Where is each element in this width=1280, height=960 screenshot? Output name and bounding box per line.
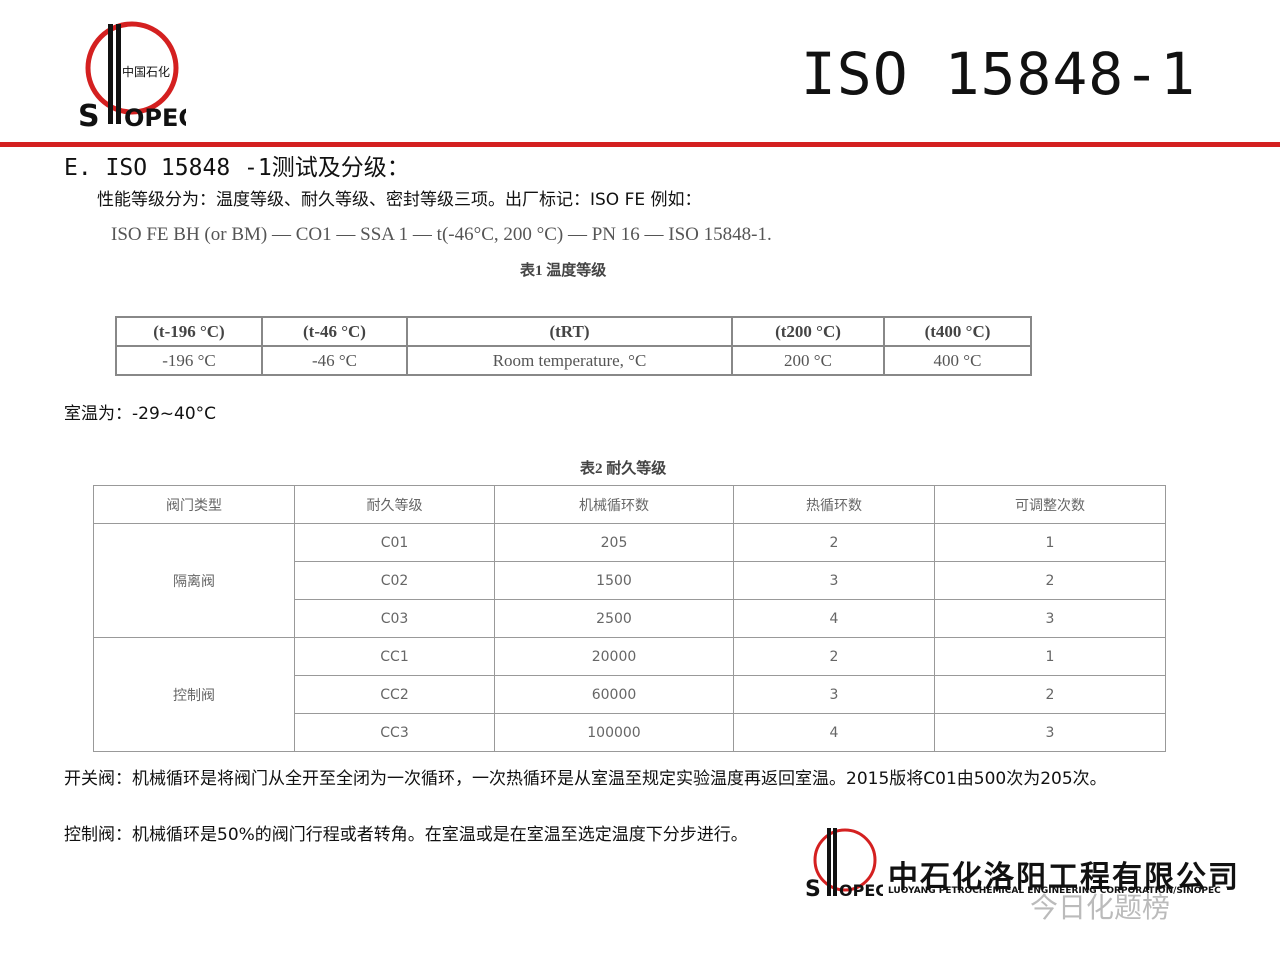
table-cell: CC3 [294,713,495,752]
table-row: 控制阀 CC1 20000 2 1 [93,637,1166,752]
table-cell: 1500 [494,561,734,600]
table-cell: 400 °C [883,345,1032,376]
table-cell: 1 [934,637,1166,676]
company-name-english: LUOYANG PETROCHEMICAL ENGINEERING CORPOR… [888,886,1221,896]
sinopec-logo: 中国石化 S OPEC [78,21,186,132]
table-cell: 200 °C [731,345,885,376]
table-cell: C03 [294,599,495,638]
table-row: C03 2500 4 3 [94,599,1166,638]
table-row: 隔离阀 C01 205 2 1 [93,523,1166,638]
table-header: (t-196 °C) [115,316,263,347]
table-header: 热循环数 [733,485,935,524]
sinopec-footer-logo: S OPEC [805,828,883,900]
table-cell: 1 [934,523,1166,562]
table1-caption: 表1 温度等级 [520,263,607,279]
endurance-class-table: 阀门类型 耐久等级 机械循环数 热循环数 可调整次数 隔离阀 C01 205 2 1 … [93,485,1166,752]
table-cell: -196 °C [115,345,263,376]
table-cell: C02 [294,561,495,600]
table-cell: 205 [494,523,734,562]
table-cell: Room temperature, °C [406,345,733,376]
svg-text:S: S [805,877,821,900]
note-control-valve: 控制阀：机械循环是50%的阀门行程或者转角。在室温或是在室温至选定温度下分步进行… [64,825,748,845]
svg-text:OPEC: OPEC [124,104,186,132]
table-header: (tRT) [406,316,733,347]
table-header: 可调整次数 [934,485,1166,524]
temperature-class-table: (t-196 °C) (t-46 °C) (tRT) (t200 °C) (t4… [115,316,1032,376]
svg-text:S: S [78,99,100,132]
watermark: 今日化题榜 [1030,891,1171,924]
table-cell: 3 [733,675,935,714]
table-cell: CC2 [294,675,495,714]
table-cell: 2 [733,637,935,676]
header-divider [0,142,1280,147]
valve-type-cell: 控制阀 [93,637,295,752]
table-row: C02 1500 3 2 [94,561,1166,600]
section-heading: E. ISO 15848 -1测试及分级： [64,155,410,181]
note-on-off-valve: 开关阀：机械循环是将阀门从全开至全闭为一次循环，一次热循环是从室温至规定实验温度… [64,769,1107,789]
table-header: (t400 °C) [883,316,1032,347]
page-title: ISO 15848-1 [800,40,1196,108]
table-cell: 20000 [494,637,734,676]
svg-text:OPEC: OPEC [839,881,883,900]
table-cell: 2 [934,561,1166,600]
table-header: (t-46 °C) [261,316,408,347]
table-cell: 4 [733,599,935,638]
table-cell: 2 [733,523,935,562]
table-cell: C01 [294,523,495,562]
table-header: (t200 °C) [731,316,885,347]
table-header: 机械循环数 [494,485,734,524]
table-header: 阀门类型 [93,485,295,524]
room-temperature-note: 室温为：-29~40°C [64,404,217,424]
example-marking: ISO FE BH (or BM) — CO1 — SSA 1 — t(-46°… [111,224,772,245]
table-row: CC3 100000 4 3 [94,713,1166,752]
svg-text:中国石化: 中国石化 [122,64,170,79]
table-cell: -46 °C [261,345,408,376]
table2-caption: 表2 耐久等级 [580,461,667,477]
table-cell: CC1 [294,637,495,676]
table-cell: 2 [934,675,1166,714]
table-cell: 100000 [494,713,734,752]
table-cell: 60000 [494,675,734,714]
valve-type-cell: 隔离阀 [93,523,295,638]
table-cell: 4 [733,713,935,752]
table-cell: 2500 [494,599,734,638]
table-cell: 3 [934,713,1166,752]
table-cell: 3 [733,561,935,600]
table-cell: 3 [934,599,1166,638]
performance-text: 性能等级分为：温度等级、耐久等级、密封等级三项。出厂标记：ISO FE 例如： [97,190,702,210]
company-name: 中石化洛阳工程有限公司 [888,860,1240,895]
table-header: 耐久等级 [294,485,495,524]
